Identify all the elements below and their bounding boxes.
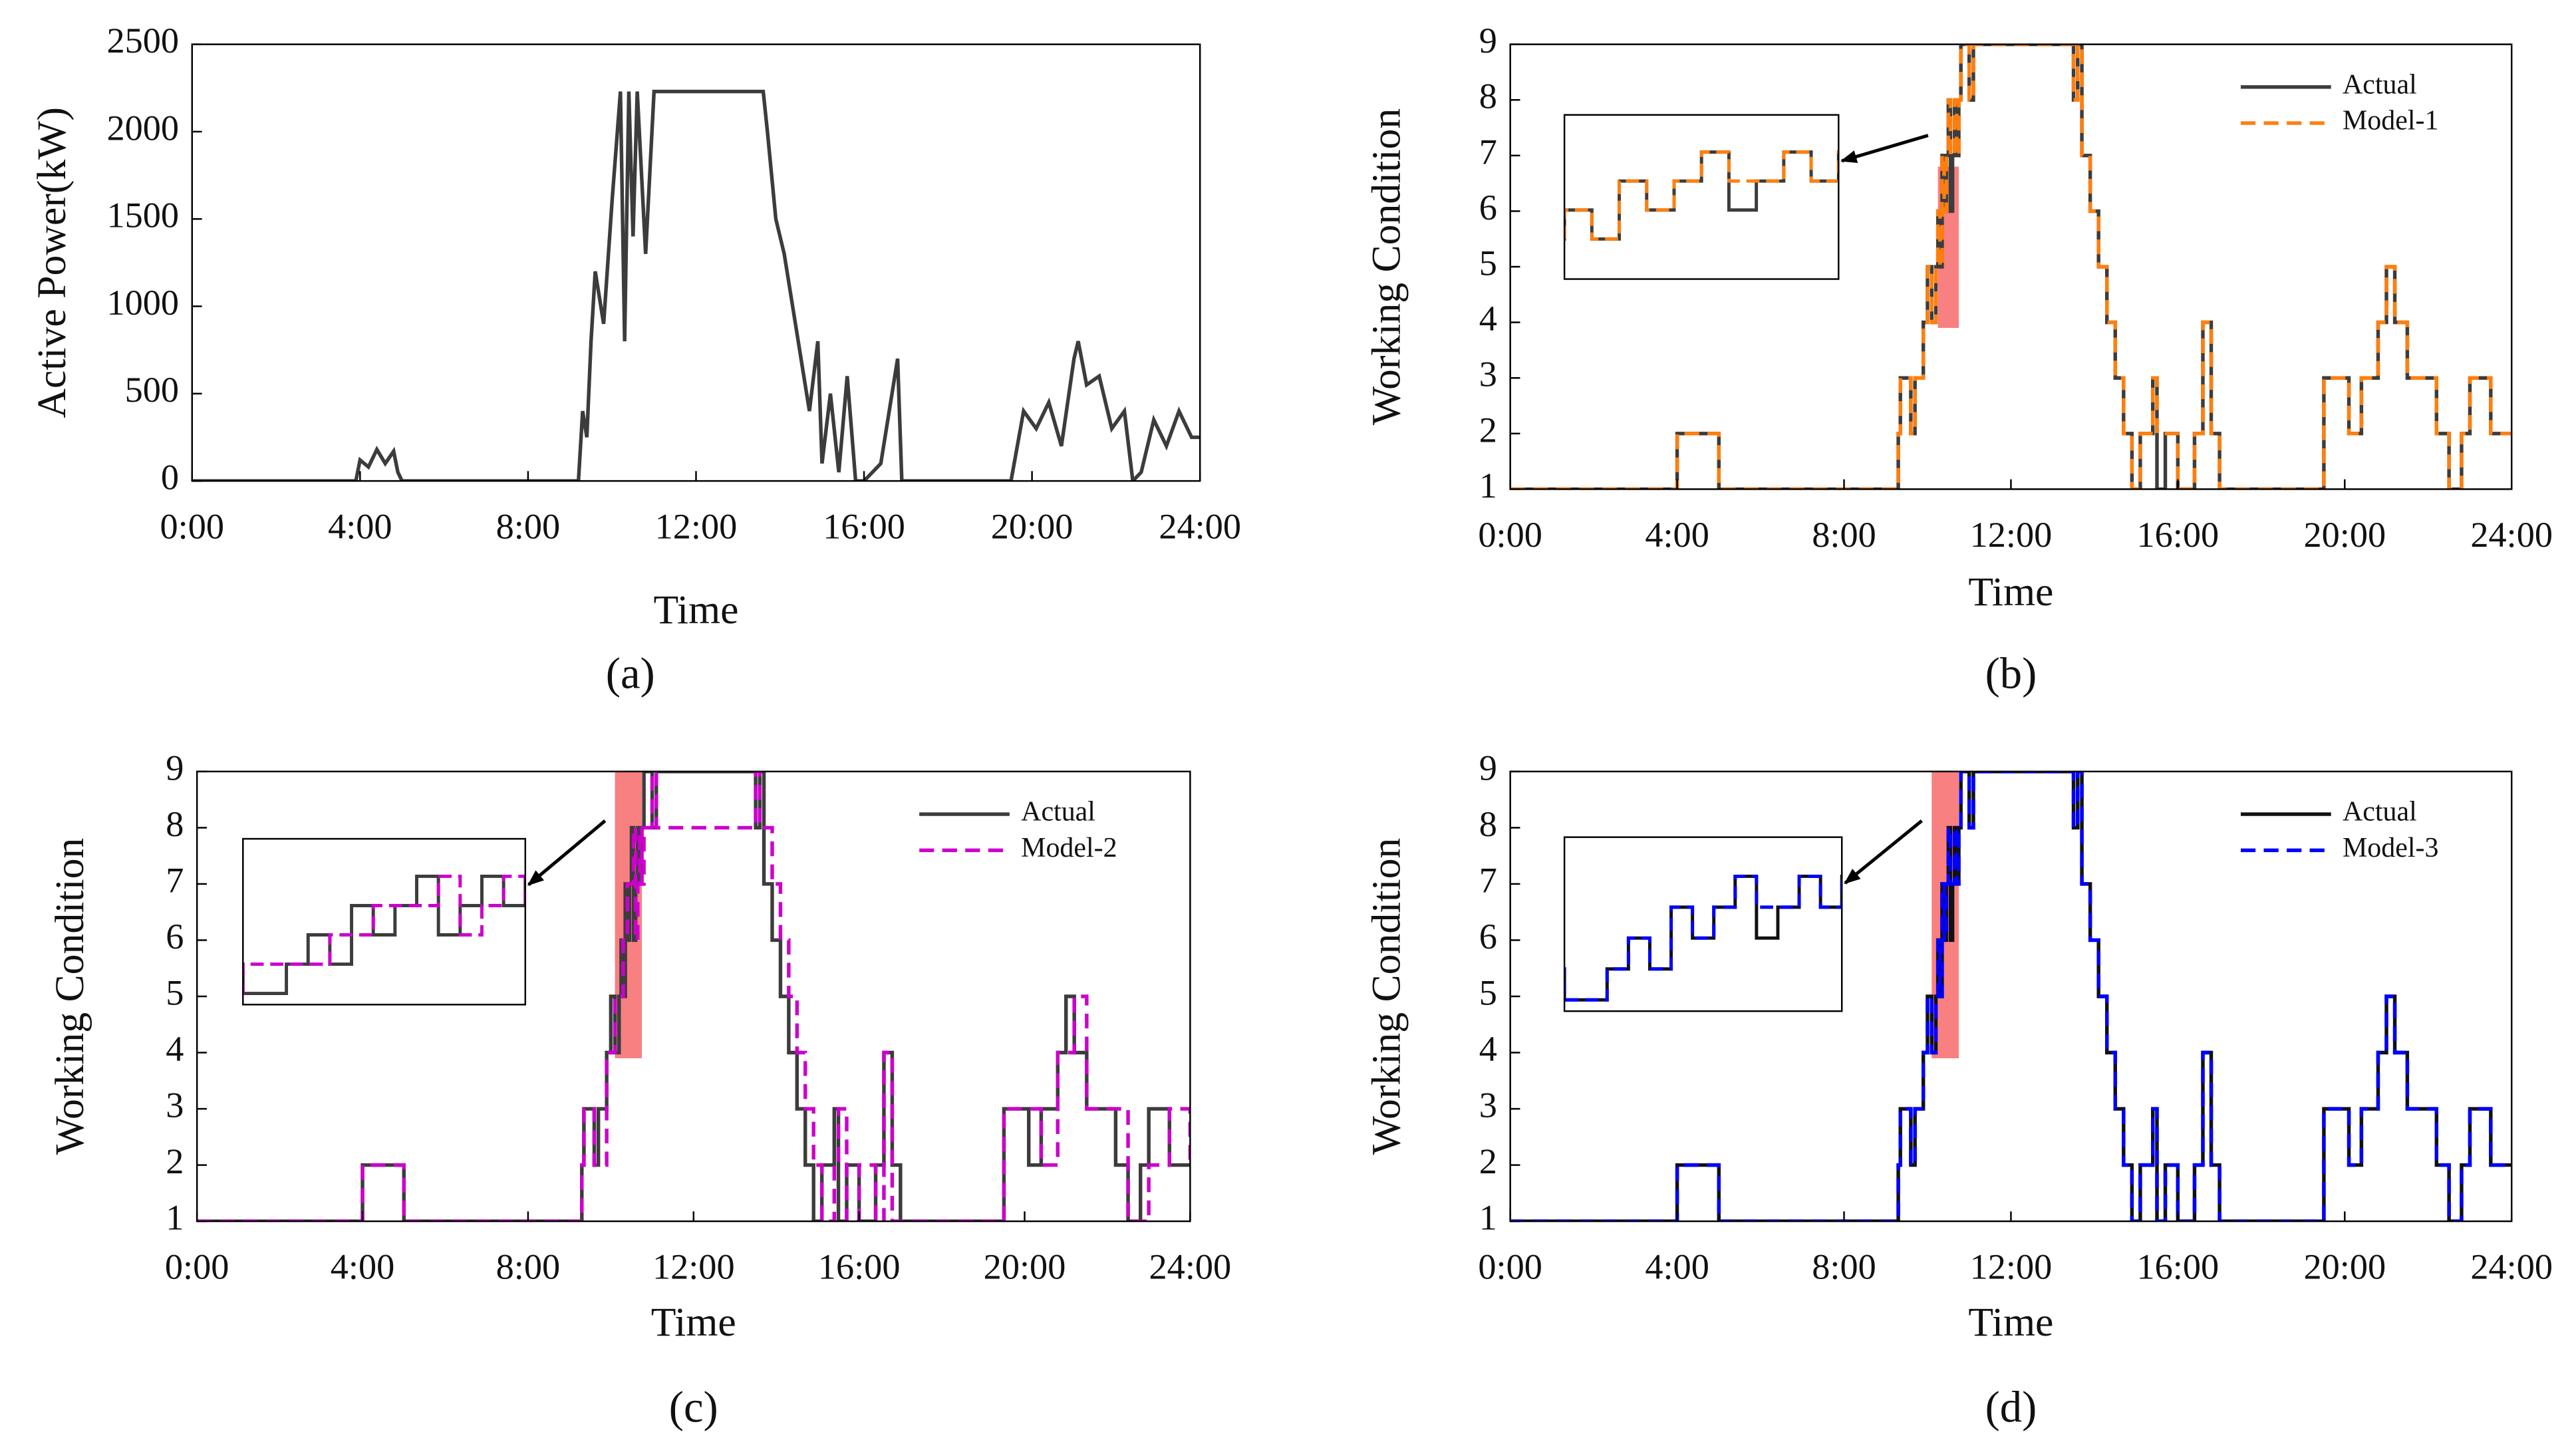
x-tick-label: 20:00 bbox=[991, 507, 1073, 547]
x-tick-label: 12:00 bbox=[1970, 1247, 2053, 1287]
y-tick-label: 8 bbox=[1479, 76, 1497, 116]
x-tick-label: 24:00 bbox=[2470, 1247, 2553, 1287]
y-tick-label: 1 bbox=[1479, 1198, 1497, 1238]
series-line bbox=[192, 89, 1201, 482]
y-axis-label: Working Condition bbox=[1364, 108, 1409, 426]
caption: (a) bbox=[606, 650, 655, 698]
caption: (d) bbox=[1985, 1383, 2037, 1432]
y-tick-label: 0 bbox=[161, 458, 179, 498]
legend-label: Model-1 bbox=[2343, 106, 2438, 136]
y-tick-label: 7 bbox=[166, 860, 184, 900]
y-tick-label: 2000 bbox=[106, 108, 179, 148]
inset-frame bbox=[1563, 836, 1843, 1012]
x-axis-label: Time bbox=[651, 1300, 736, 1345]
inset-line bbox=[1564, 150, 1839, 241]
x-tick-label: 16:00 bbox=[2137, 1247, 2219, 1287]
y-tick-label: 9 bbox=[1479, 748, 1497, 788]
y-tick-label: 3 bbox=[1479, 355, 1497, 394]
inset-line bbox=[1564, 874, 1842, 1002]
legend-label: Actual bbox=[1021, 797, 1095, 827]
x-tick-label: 8:00 bbox=[496, 1247, 561, 1287]
y-tick-label: 1 bbox=[166, 1198, 184, 1238]
y-tick-label: 4 bbox=[1479, 299, 1497, 339]
inset-line bbox=[243, 874, 525, 996]
inset-arrow bbox=[1840, 134, 1929, 164]
y-tick-label: 9 bbox=[1479, 21, 1497, 61]
y-tick-label: 1000 bbox=[106, 283, 179, 323]
y-tick-label: 1500 bbox=[106, 196, 179, 235]
y-axis-label: Working Condition bbox=[47, 838, 92, 1155]
y-tick-label: 2 bbox=[166, 1141, 184, 1181]
inset-line bbox=[1564, 150, 1839, 241]
x-tick-label: 4:00 bbox=[328, 507, 392, 547]
legend-label: Actual bbox=[2343, 797, 2417, 827]
y-tick-label: 8 bbox=[1479, 804, 1497, 844]
inset-line bbox=[1564, 874, 1842, 1002]
x-tick-label: 4:00 bbox=[1645, 515, 1709, 555]
x-tick-label: 20:00 bbox=[2303, 1247, 2386, 1287]
x-axis-label: Time bbox=[653, 587, 738, 633]
series-line bbox=[1510, 44, 2512, 490]
y-tick-label: 5 bbox=[1479, 972, 1497, 1012]
x-tick-label: 8:00 bbox=[1812, 515, 1876, 555]
x-tick-label: 16:00 bbox=[818, 1247, 901, 1287]
y-tick-label: 5 bbox=[166, 972, 184, 1012]
x-tick-label: 16:00 bbox=[823, 507, 905, 547]
y-tick-label: 4 bbox=[166, 1029, 184, 1069]
legend-label: Model-3 bbox=[2343, 833, 2438, 863]
x-tick-label: 12:00 bbox=[655, 507, 738, 547]
inset-line bbox=[243, 874, 525, 996]
inset-frame bbox=[1563, 114, 1840, 280]
x-tick-label: 4:00 bbox=[331, 1247, 395, 1287]
y-axis-label: Active Power(kW) bbox=[29, 107, 74, 418]
x-tick-label: 0:00 bbox=[1478, 1247, 1542, 1287]
plot-frame bbox=[191, 43, 1201, 482]
y-tick-label: 2500 bbox=[106, 21, 179, 61]
x-axis-label: Time bbox=[1968, 569, 2053, 615]
y-tick-label: 1 bbox=[1479, 466, 1497, 506]
y-tick-label: 3 bbox=[1479, 1086, 1497, 1125]
x-tick-label: 16:00 bbox=[2137, 515, 2219, 555]
x-tick-label: 20:00 bbox=[984, 1247, 1066, 1287]
y-tick-label: 4 bbox=[1479, 1029, 1497, 1069]
y-tick-label: 2 bbox=[1479, 410, 1497, 450]
x-tick-label: 4:00 bbox=[1645, 1247, 1709, 1287]
legend-label: Model-2 bbox=[1021, 833, 1117, 863]
x-axis-label: Time bbox=[1968, 1300, 2053, 1345]
series-line bbox=[1510, 771, 2512, 1222]
x-tick-label: 12:00 bbox=[1970, 515, 2053, 555]
x-tick-label: 24:00 bbox=[1149, 1247, 1232, 1287]
x-tick-label: 20:00 bbox=[2303, 515, 2386, 555]
x-tick-label: 24:00 bbox=[2470, 515, 2553, 555]
caption: (c) bbox=[669, 1383, 718, 1432]
x-tick-label: 24:00 bbox=[1159, 507, 1241, 547]
inset-frame bbox=[242, 837, 527, 1006]
y-tick-label: 8 bbox=[166, 804, 184, 844]
y-axis-label: Working Condition bbox=[1364, 838, 1409, 1155]
y-tick-label: 9 bbox=[166, 748, 184, 788]
y-tick-label: 7 bbox=[1479, 860, 1497, 900]
y-tick-label: 3 bbox=[166, 1086, 184, 1125]
y-tick-label: 500 bbox=[125, 370, 179, 410]
y-tick-label: 6 bbox=[1479, 188, 1497, 227]
y-tick-label: 5 bbox=[1479, 243, 1497, 283]
y-tick-label: 7 bbox=[1479, 132, 1497, 172]
x-tick-label: 0:00 bbox=[165, 1247, 229, 1287]
series-line bbox=[197, 771, 1191, 1222]
inset-arrow bbox=[527, 819, 607, 887]
y-tick-label: 2 bbox=[1479, 1141, 1497, 1181]
inset-arrow bbox=[1844, 819, 1923, 885]
x-tick-label: 0:00 bbox=[160, 507, 225, 547]
y-tick-label: 6 bbox=[1479, 917, 1497, 956]
x-tick-label: 12:00 bbox=[652, 1247, 735, 1287]
x-tick-label: 8:00 bbox=[496, 507, 561, 547]
x-tick-label: 0:00 bbox=[1478, 515, 1542, 555]
y-tick-label: 6 bbox=[166, 917, 184, 956]
legend-label: Actual bbox=[2343, 69, 2417, 100]
x-tick-label: 8:00 bbox=[1812, 1247, 1876, 1287]
caption: (b) bbox=[1985, 650, 2037, 698]
